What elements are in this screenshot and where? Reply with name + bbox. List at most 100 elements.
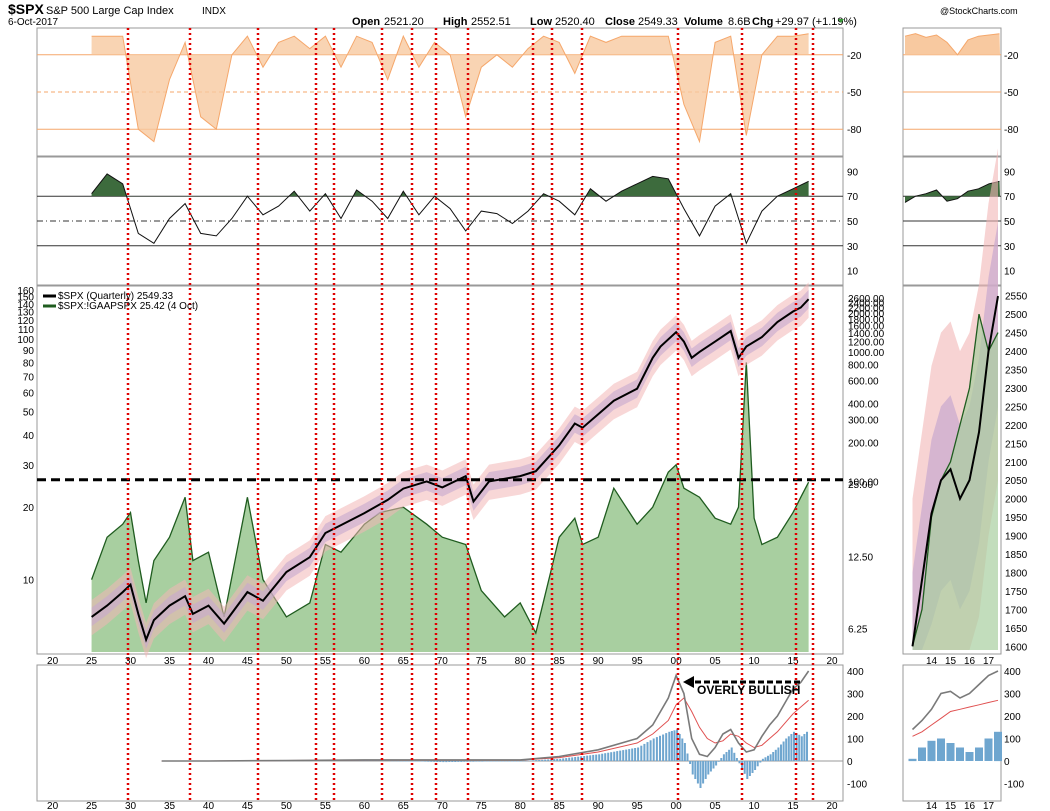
macd-histogram-bar: [777, 747, 780, 761]
x-axis-label-bottom: 85: [554, 801, 566, 811]
macd-histogram-bar: [689, 761, 692, 764]
macd-histogram-bar: [532, 760, 535, 761]
macd-histogram-bar: [478, 761, 481, 762]
macd-histogram-bar: [469, 761, 472, 762]
zoom-right-tick: 2200: [1005, 421, 1028, 432]
macd-histogram-bar: [709, 761, 712, 772]
main-right-tick: 2200.00: [848, 304, 885, 315]
main-left-tick: 110: [18, 325, 34, 336]
zoom-right-tick: 2550: [1005, 292, 1028, 303]
macd-histogram-bar: [460, 761, 463, 762]
x-axis-label-bottom: 80: [515, 801, 527, 811]
x-axis-label-top: 00: [671, 656, 683, 667]
rsi-tick-label: 70: [847, 192, 859, 203]
zoom-right-tick: 2100: [1005, 458, 1028, 469]
macd-histogram-bar: [403, 761, 406, 762]
x-axis-label-bottom: 55: [320, 801, 332, 811]
x-axis-label-bottom: 20: [826, 801, 838, 811]
main-right-tick: 1800.00: [848, 315, 885, 326]
x-axis-label-bottom: 20: [47, 801, 59, 811]
zoom-x-label-bottom: 16: [964, 801, 976, 811]
close-value: 2549.33: [638, 16, 678, 28]
macd-histogram-bar: [538, 760, 541, 761]
williams-series: -20 -20 -50 -50 -80 -80: [37, 33, 1019, 144]
legend-spx: $SPX (Quarterly) 2549.33: [58, 291, 173, 302]
x-axis-label-top: 45: [242, 656, 254, 667]
macd-histogram-bar: [759, 761, 762, 763]
macd-histogram-bar: [613, 751, 616, 761]
main-left-tick: 40: [23, 431, 35, 442]
macd-histogram-bar: [754, 761, 757, 770]
zoom-right-tick: 1700: [1005, 605, 1028, 616]
x-axis-label-bottom: 35: [164, 801, 176, 811]
williams-tick-label: -50: [847, 88, 862, 99]
x-axis-label-top: 70: [437, 656, 449, 667]
x-axis-label-bottom: 30: [125, 801, 137, 811]
macd-histogram-bar: [782, 741, 785, 761]
high-value: 2552.51: [471, 16, 511, 28]
macd-histogram-bar: [436, 761, 439, 762]
rsi-tick-label: 90: [847, 167, 859, 178]
x-axis-label-bottom: 70: [437, 801, 449, 811]
zoom-right-tick: 2500: [1005, 310, 1028, 321]
macd-histogram-bar: [652, 738, 655, 761]
macd-histogram-bar: [433, 761, 436, 762]
zoom-right-tick: 2300: [1005, 384, 1028, 395]
macd-histogram-bar: [598, 754, 601, 762]
macd-histogram-bar: [562, 758, 565, 761]
macd-line: [161, 670, 810, 762]
macd-histogram-bar: [388, 760, 391, 762]
macd-zoom-bar: [984, 738, 993, 761]
x-axis-label-top: 25: [86, 656, 98, 667]
zoom-pe-line: [911, 313, 999, 647]
macd-histogram-bar: [704, 761, 707, 779]
macd-tick-label: 0: [847, 757, 853, 768]
chg-label: Chg: [752, 16, 773, 28]
macd-histogram-bar: [520, 761, 523, 762]
macd-histogram-bar: [702, 761, 705, 784]
rsi-zoom-tick-label: 10: [1004, 267, 1016, 278]
williams-line: [91, 33, 809, 144]
macd-histogram-bar: [676, 729, 679, 761]
macd-histogram-bar: [699, 761, 702, 788]
macd-histogram-bar: [457, 761, 460, 762]
macd-histogram-bar: [717, 761, 720, 762]
low-label: Low: [530, 16, 552, 28]
macd-histogram-bar: [481, 761, 484, 762]
macd-histogram-bar: [790, 734, 793, 761]
macd-histogram-bar: [619, 750, 622, 761]
macd-histogram-bar: [774, 749, 777, 762]
macd-histogram-bar: [415, 761, 418, 762]
williams-zoom-line: [904, 33, 1000, 56]
zoom-right-tick: 1900: [1005, 532, 1028, 543]
macd-histogram-bar: [568, 757, 571, 761]
macd-zoom-bar: [965, 752, 974, 761]
williams-zoom-area: [905, 33, 1000, 55]
main-left-tick: 50: [23, 407, 35, 418]
main-right-tick: 2000.00: [848, 309, 885, 320]
macd-histogram-bar: [400, 760, 403, 762]
arrow-head-icon: [683, 676, 694, 688]
macd-tick-label: 300: [847, 690, 864, 701]
macd-histogram-bar: [601, 753, 604, 761]
macd-histogram-bar: [595, 754, 598, 761]
macd-zoom-bar: [937, 738, 945, 761]
macd-histogram-bar: [748, 761, 751, 776]
macd-histogram-bar: [517, 761, 520, 762]
zoom-right-tick: 1650: [1005, 624, 1028, 635]
x-axis-label-bottom: 10: [748, 801, 760, 811]
zoom-right-tick: 1750: [1005, 587, 1028, 598]
macd-histogram-bar: [634, 748, 637, 761]
x-axis-label-top: 10: [748, 656, 760, 667]
macd-histogram-bar: [424, 761, 427, 762]
macd-histogram-bar: [655, 737, 658, 761]
macd-histogram-bar: [523, 760, 526, 762]
macd-histogram-bar: [439, 761, 442, 762]
macd-histogram-bar: [547, 759, 550, 761]
macd-zoom-signal: [912, 699, 999, 737]
macd-histogram-bar: [787, 736, 790, 762]
main-right-tick: 300.00: [848, 416, 879, 427]
main-left-tick: 30: [23, 461, 35, 472]
macd-series: 400 400 300 300 200 200 100 100 0 0 -100 -100: [161, 667, 1024, 791]
